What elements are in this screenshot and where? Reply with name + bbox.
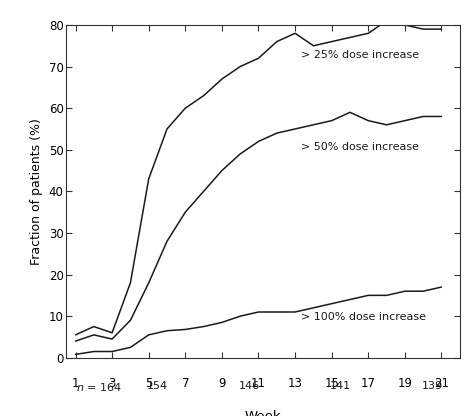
X-axis label: Week: Week — [245, 410, 282, 416]
Text: 139: 139 — [422, 381, 443, 391]
Text: $n$ = 164: $n$ = 164 — [75, 381, 121, 393]
Y-axis label: Fraction of patients (%): Fraction of patients (%) — [30, 118, 43, 265]
Text: > 100% dose increase: > 100% dose increase — [301, 312, 426, 322]
Text: 146: 146 — [239, 381, 260, 391]
Text: > 50% dose increase: > 50% dose increase — [301, 142, 419, 152]
Text: > 25% dose increase: > 25% dose increase — [301, 50, 419, 60]
Text: 154: 154 — [147, 381, 168, 391]
Text: 141: 141 — [330, 381, 351, 391]
